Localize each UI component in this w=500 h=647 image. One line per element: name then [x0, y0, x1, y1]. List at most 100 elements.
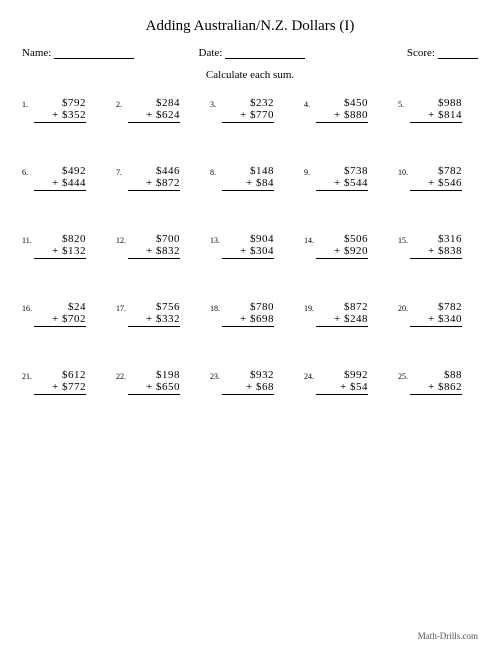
addend-top: $872: [344, 301, 368, 313]
problem-number: 4.: [304, 97, 316, 109]
problem-number: 16.: [22, 301, 34, 313]
addend-top: $612: [62, 369, 86, 381]
instruction-text: Calculate each sum.: [22, 69, 478, 81]
addend-bottom: + $880: [334, 109, 368, 121]
problem-number: 25.: [398, 369, 410, 381]
problem-body: $450+ $880: [316, 97, 368, 123]
problem-body: $904+ $304: [222, 233, 274, 259]
sum-line: [128, 394, 180, 395]
page-title: Adding Australian/N.Z. Dollars (I): [22, 18, 478, 35]
problem: 11.$820+ $132: [22, 233, 102, 259]
problem-number: 21.: [22, 369, 34, 381]
problem-number: 20.: [398, 301, 410, 313]
problem: 2.$284+ $624: [116, 97, 196, 123]
addend-bottom: + $132: [52, 245, 86, 257]
problem-number: 15.: [398, 233, 410, 245]
sum-line: [34, 394, 86, 395]
problem-body: $872+ $248: [316, 301, 368, 327]
sum-line: [410, 190, 462, 191]
problem: 9.$738+ $544: [304, 165, 384, 191]
addend-top: $198: [156, 369, 180, 381]
addend-top: $446: [156, 165, 180, 177]
problem-body: $756+ $332: [128, 301, 180, 327]
sum-line: [34, 258, 86, 259]
sum-line: [410, 122, 462, 123]
sum-line: [222, 258, 274, 259]
addend-bottom: + $546: [428, 177, 462, 189]
problem-body: $780+ $698: [222, 301, 274, 327]
problem: 3. $232+ $770: [210, 97, 290, 123]
addend-top: $316: [438, 233, 462, 245]
sum-line: [410, 394, 462, 395]
problem-body: $792+ $352: [34, 97, 86, 123]
addend-top: $88: [444, 369, 462, 381]
problem-body: $24+ $702: [34, 301, 86, 327]
addend-top: $148: [250, 165, 274, 177]
problem: 25.$88+ $862: [398, 369, 478, 395]
problem: 10.$782+ $546: [398, 165, 478, 191]
problem-body: $316+ $838: [410, 233, 462, 259]
addend-bottom: + $832: [146, 245, 180, 257]
problem: 18.$780+ $698: [210, 301, 290, 327]
addend-bottom: + $444: [52, 177, 86, 189]
problem-body: $988+ $814: [410, 97, 462, 123]
problem-body: $932+ $68: [222, 369, 274, 395]
addend-top: $24: [68, 301, 86, 313]
problem: 15.$316+ $838: [398, 233, 478, 259]
problem: 21.$612+ $772: [22, 369, 102, 395]
problem: 20.$782+ $340: [398, 301, 478, 327]
sum-line: [410, 326, 462, 327]
sum-line: [34, 122, 86, 123]
addend-top: $780: [250, 301, 274, 313]
addend-bottom: + $624: [146, 109, 180, 121]
problem: 1.$792+ $352: [22, 97, 102, 123]
problem-number: 9.: [304, 165, 316, 177]
sum-line: [316, 122, 368, 123]
addend-bottom: + $702: [52, 313, 86, 325]
addend-top: $738: [344, 165, 368, 177]
problem-number: 5.: [398, 97, 410, 109]
addend-bottom: + $698: [240, 313, 274, 325]
addend-bottom: + $544: [334, 177, 368, 189]
problem-number: 24.: [304, 369, 316, 381]
name-label: Name:: [22, 47, 51, 59]
sum-line: [316, 394, 368, 395]
sum-line: [316, 326, 368, 327]
problem-body: $738+ $544: [316, 165, 368, 191]
date-field: Date:: [199, 47, 376, 59]
addend-top: $988: [438, 97, 462, 109]
sum-line: [222, 122, 274, 123]
problem-number: 13.: [210, 233, 222, 245]
problem-number: 10.: [398, 165, 410, 177]
name-field: Name:: [22, 47, 199, 59]
problem-body: $198+ $650: [128, 369, 180, 395]
score-label: Score:: [407, 47, 435, 59]
addend-bottom: + $340: [428, 313, 462, 325]
addend-bottom: + $770: [240, 109, 274, 121]
addend-bottom: + $814: [428, 109, 462, 121]
addend-bottom: + $862: [428, 381, 462, 393]
footer-text: Math-Drills.com: [418, 631, 478, 641]
problem: 7.$446+ $872: [116, 165, 196, 191]
addend-top: $232: [250, 97, 274, 109]
problem-number: 23.: [210, 369, 222, 381]
score-blank: [438, 48, 478, 59]
problem: 12.$700+ $832: [116, 233, 196, 259]
problem-number: 19.: [304, 301, 316, 313]
addend-top: $820: [62, 233, 86, 245]
problem-number: 12.: [116, 233, 128, 245]
problem-body: $492+ $444: [34, 165, 86, 191]
date-label: Date:: [199, 47, 223, 59]
problem-number: 3.: [210, 97, 222, 109]
sum-line: [316, 258, 368, 259]
problem-number: 8.: [210, 165, 222, 177]
problem-number: 22.: [116, 369, 128, 381]
problem-body: $506+ $920: [316, 233, 368, 259]
sum-line: [222, 326, 274, 327]
problem-body: $88+ $862: [410, 369, 462, 395]
problem-number: 6.: [22, 165, 34, 177]
problem-number: 17.: [116, 301, 128, 313]
problem: 8.$148+ $84: [210, 165, 290, 191]
problem-number: 14.: [304, 233, 316, 245]
addend-top: $756: [156, 301, 180, 313]
